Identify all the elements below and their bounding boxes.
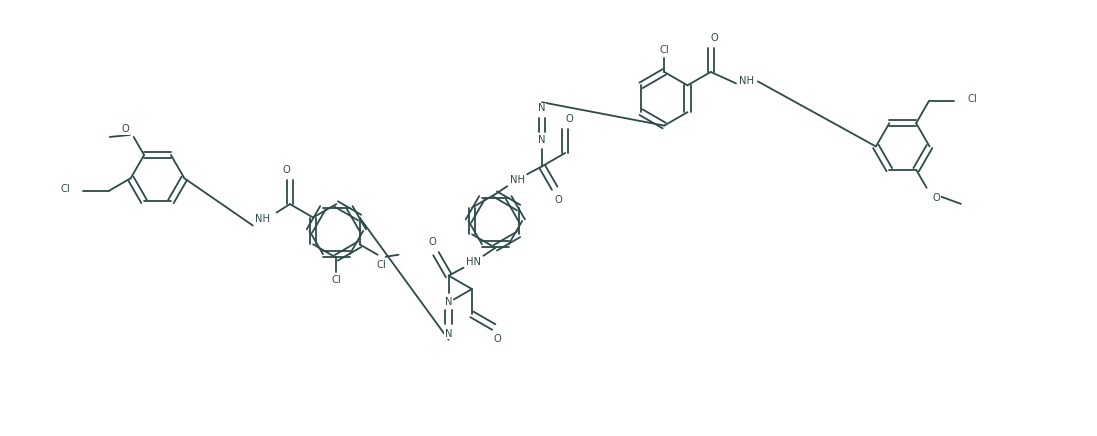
Text: O: O [494, 334, 501, 344]
Text: O: O [282, 165, 290, 175]
Text: O: O [711, 33, 719, 43]
Text: Cl: Cl [331, 275, 341, 285]
Text: O: O [428, 237, 436, 247]
Text: NH: NH [510, 175, 524, 185]
Text: O: O [932, 193, 940, 203]
Text: O: O [565, 114, 573, 124]
Text: O: O [555, 195, 563, 205]
Text: Cl: Cl [60, 184, 70, 194]
Text: Cl: Cl [968, 94, 977, 104]
Text: O: O [122, 124, 129, 134]
Text: Cl: Cl [659, 45, 669, 55]
Text: N: N [539, 134, 546, 144]
Text: N: N [445, 329, 452, 339]
Text: N: N [539, 103, 546, 113]
Text: NH: NH [256, 215, 270, 225]
Text: NH: NH [739, 76, 755, 86]
Text: Cl: Cl [376, 260, 386, 270]
Text: HN: HN [466, 257, 480, 267]
Text: N: N [445, 297, 452, 307]
